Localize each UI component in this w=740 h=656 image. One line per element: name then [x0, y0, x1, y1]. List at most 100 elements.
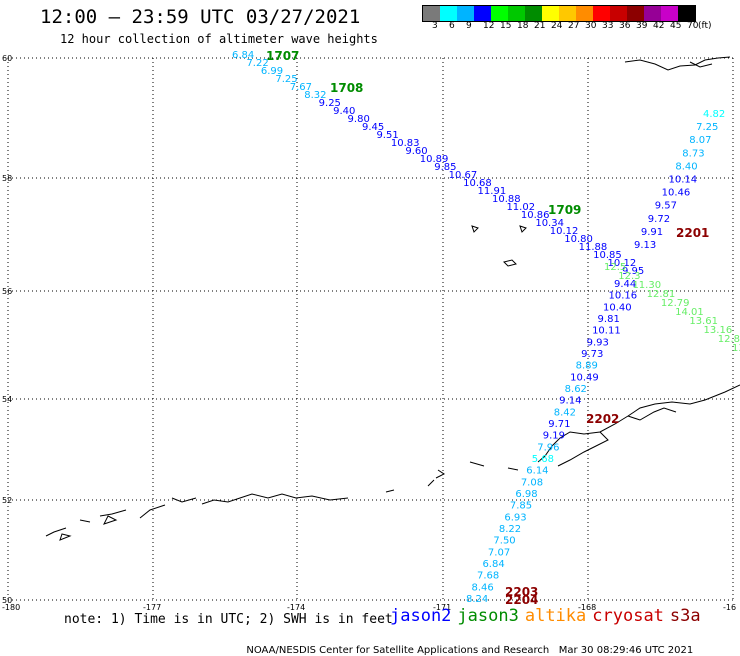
scale-swatch	[576, 6, 593, 21]
swh-label-jason2: 9.60	[405, 146, 427, 157]
credit-text: NOAA/NESDIS Center for Satellite Applica…	[246, 645, 550, 656]
scale-label: 3	[432, 21, 438, 31]
swh-label-jason2: 9.85	[434, 162, 456, 173]
scale-label: 36	[619, 21, 631, 31]
scale-swatch	[678, 6, 695, 21]
scale-label: 30	[585, 21, 597, 31]
coastlines	[45, 56, 740, 541]
swh-label-jason2: 8.62	[565, 384, 587, 395]
color-scale-labels: 3 6 9 12 15 18 21 24 27 30 33 36 39 42 45 70 (ft)	[422, 21, 728, 35]
swh-label-jason2: 10.86	[521, 210, 550, 221]
pass-time-label: 2204	[505, 593, 538, 607]
scale-label: 12	[483, 21, 495, 31]
legend-jason2: jason2	[390, 606, 452, 626]
scale-swatch	[593, 6, 610, 21]
lat-lon-grid	[7, 57, 734, 601]
scale-swatch	[627, 6, 644, 21]
swh-label-jason2: 9.72	[648, 214, 670, 225]
swh-label-jason2: 6.99	[261, 66, 283, 77]
alaska-peninsula	[537, 384, 740, 467]
scale-label: 18	[517, 21, 529, 31]
swh-label-jason2: 7.68	[477, 571, 499, 582]
swh-label-jason2: 10.67	[449, 170, 478, 181]
swh-label-jason2: 9.51	[376, 130, 398, 141]
scale-label: 9	[466, 21, 472, 31]
swh-label-jason2: 10.16	[609, 291, 638, 302]
scale-swatch	[440, 6, 457, 21]
scale-swatch	[525, 6, 542, 21]
swh-label-jason2: 10.34	[535, 218, 564, 229]
generation-timestamp: Mar 30 08:29:46 UTC 2021	[558, 645, 694, 656]
scale-swatch	[610, 6, 627, 21]
swh-label-jason2: 9.81	[598, 314, 620, 325]
swh-label-jason2: 6.93	[504, 512, 526, 523]
swh-label-jason2: 8.40	[675, 161, 697, 172]
swh-label-jason2: 9.44	[614, 279, 636, 290]
swh-label-jason2: 7.67	[290, 82, 312, 93]
scale-label: 70	[687, 21, 699, 31]
swh-label-jason2: 8.89	[576, 361, 598, 372]
swh-label-jason2: 10.49	[570, 372, 599, 383]
scale-label: 27	[568, 21, 580, 31]
swh-label-jason2: 9.91	[641, 227, 663, 238]
lat-tick-label: 56	[2, 287, 12, 296]
swh-label-jason2: 9.13	[634, 240, 656, 251]
swh-value-labels: 6.847.226.997.257.678.329.259.409.809.45…	[232, 50, 740, 605]
swh-label-jason2: 6.14	[526, 466, 548, 477]
scale-label: 45	[670, 21, 682, 31]
swh-label-jason2: 10.12	[608, 258, 637, 269]
swh-label-jason2: 9.19	[543, 431, 565, 442]
lon-tick-label: -16	[723, 603, 736, 612]
island-small	[59, 515, 118, 541]
swh-label-jason2: 9.40	[333, 106, 355, 117]
swh-label-jason2: 5.68	[532, 454, 554, 465]
swh-label-jason2: 9.95	[622, 266, 644, 277]
swh-label-jason2: 10.83	[391, 138, 420, 149]
swh-label-jason3: 12.79	[661, 298, 690, 309]
swh-label-jason2: 7.25	[275, 74, 297, 85]
color-scale-bar	[422, 5, 696, 22]
scale-swatch	[474, 6, 491, 21]
swh-label-jason2: 9.57	[655, 201, 677, 212]
swh-label-jason3: 12.3	[618, 271, 640, 282]
scale-label: 33	[602, 21, 614, 31]
swh-label-jason2: 7.08	[521, 477, 543, 488]
swh-label-jason2: 7.50	[493, 536, 515, 547]
swh-label-jason3: 11.30	[632, 280, 661, 291]
swh-label-jason2: 8.22	[499, 524, 521, 535]
swh-label-jason2: 9.80	[348, 114, 370, 125]
swh-label-jason2: 6.84	[482, 559, 504, 570]
scale-label: 15	[500, 21, 512, 31]
lat-tick-label: 50	[2, 596, 12, 605]
swh-label-jason3: 13.61	[689, 316, 718, 327]
scale-swatch	[644, 6, 661, 21]
scale-label: 39	[636, 21, 648, 31]
swh-label-jason2: 10.80	[564, 234, 593, 245]
scale-label: 24	[551, 21, 563, 31]
pribilof-islands	[471, 225, 527, 267]
pass-time-label: 1707	[266, 49, 299, 63]
swh-label-jason2: 9.45	[362, 122, 384, 133]
legend-jason3: jason3	[457, 606, 519, 626]
swh-label-jason3: 12.82	[718, 334, 740, 345]
swh-label-jason2: 10.11	[592, 326, 621, 337]
swh-label-jason2: 7.07	[488, 547, 510, 558]
lon-tick-label: -177	[143, 603, 161, 612]
pass-time-label: 2203	[505, 585, 538, 599]
swh-label-jason2: 10.12	[550, 226, 579, 237]
swh-label-jason2: 10.89	[420, 154, 449, 165]
axis-tick-labels: 60 58 56 54 52 50-180 -177 -174 -171 -168 -16	[2, 54, 736, 612]
swh-label-jason2: 7.25	[696, 122, 718, 133]
swh-label-jason2: 6.84	[232, 50, 254, 61]
swh-label-jason2: 10.85	[593, 250, 622, 261]
swh-label-jason2: 8.42	[554, 407, 576, 418]
swh-label-jason2: 7.96	[537, 442, 559, 453]
legend-s3a: s3a	[669, 606, 701, 626]
swh-label-jason2: 9.93	[587, 337, 609, 348]
swh-label-jason3: 14.01	[675, 307, 704, 318]
scale-swatch	[491, 6, 508, 21]
swh-label-jason2: 7.22	[246, 58, 268, 69]
swh-label-jason2: 8.24	[466, 594, 488, 605]
map-subtitle: 12 hour collection of altimeter wave hei…	[60, 32, 378, 46]
